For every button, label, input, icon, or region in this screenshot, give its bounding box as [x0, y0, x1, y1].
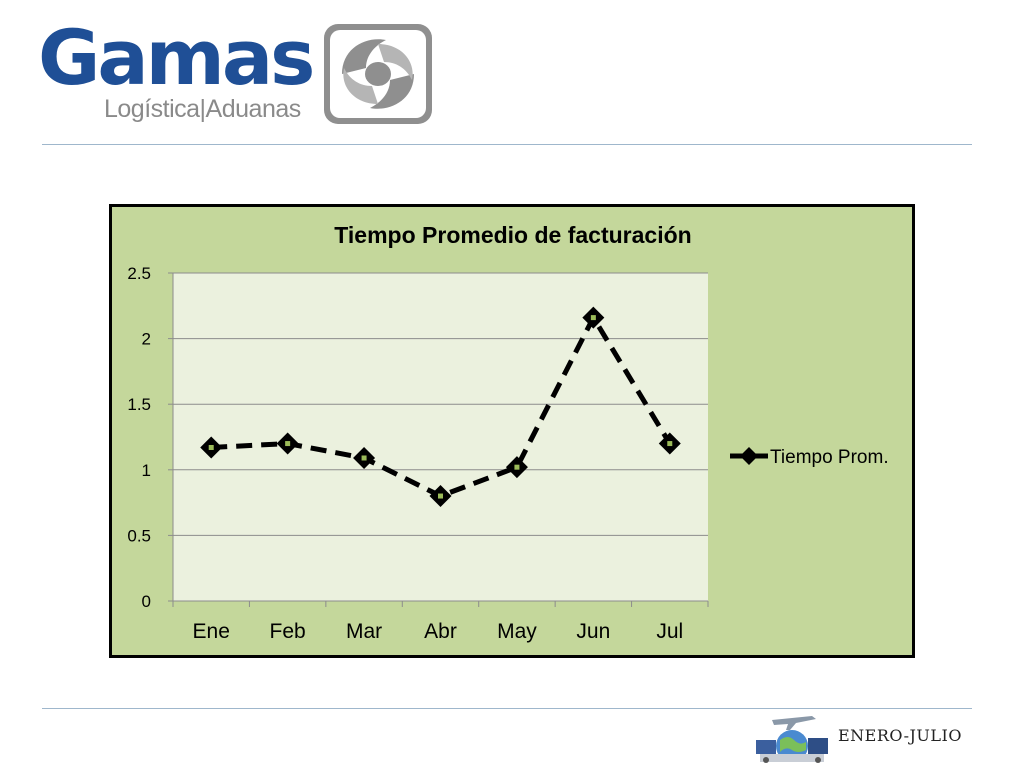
data-point-center: [361, 455, 367, 461]
logo-subtitle: Logística|Aduanas: [104, 95, 301, 123]
data-point: [200, 436, 223, 459]
x-tick-label: Feb: [270, 620, 306, 643]
data-point-center: [438, 493, 443, 499]
period-label: ENERO-JULIO: [838, 726, 962, 745]
data-point: [276, 432, 299, 455]
logistics-globe-icon: [756, 716, 828, 763]
header-divider: [42, 144, 972, 145]
y-tick-label: 0: [142, 592, 151, 611]
x-tick-label: Abr: [424, 620, 457, 643]
data-point-center: [285, 441, 291, 447]
data-point: [582, 306, 605, 329]
data-point-center: [590, 315, 596, 321]
data-point: [429, 485, 452, 508]
legend-label: Tiempo Prom.: [770, 447, 889, 468]
x-tick-label: May: [497, 620, 537, 643]
data-point-center: [667, 441, 673, 447]
y-tick-label: 1: [142, 461, 151, 480]
legend-marker: [740, 447, 758, 465]
data-point: [658, 432, 681, 455]
data-point: [353, 446, 376, 469]
x-tick-label: Mar: [346, 620, 382, 643]
data-point-center: [514, 464, 520, 470]
x-tick-label: Jun: [576, 620, 610, 643]
chart-title: Tiempo Promedio de facturación: [334, 222, 691, 248]
plot-area: [173, 273, 708, 601]
y-tick-label: 0.5: [127, 526, 151, 545]
logo-wordmark: Gamas: [38, 13, 315, 102]
data-point: [505, 456, 528, 479]
y-tick-label: 1.5: [127, 395, 151, 414]
footer-divider: [42, 708, 972, 709]
data-point-center: [208, 444, 214, 450]
chart-panel: Tiempo Promedio de facturación 0 0.5 1 1.5 2 2…: [109, 204, 915, 658]
logo-swirl-icon: [324, 24, 432, 124]
y-tick-label: 2.5: [127, 264, 151, 283]
x-tick-label: Jul: [656, 620, 683, 643]
y-tick-label: 2: [142, 330, 151, 349]
line-chart: Tiempo Promedio de facturación 0 0.5 1 1.5 2 2…: [127, 222, 889, 643]
x-tick-label: Ene: [193, 620, 230, 643]
company-logo: Gamas Logística|Aduanas: [38, 18, 438, 130]
